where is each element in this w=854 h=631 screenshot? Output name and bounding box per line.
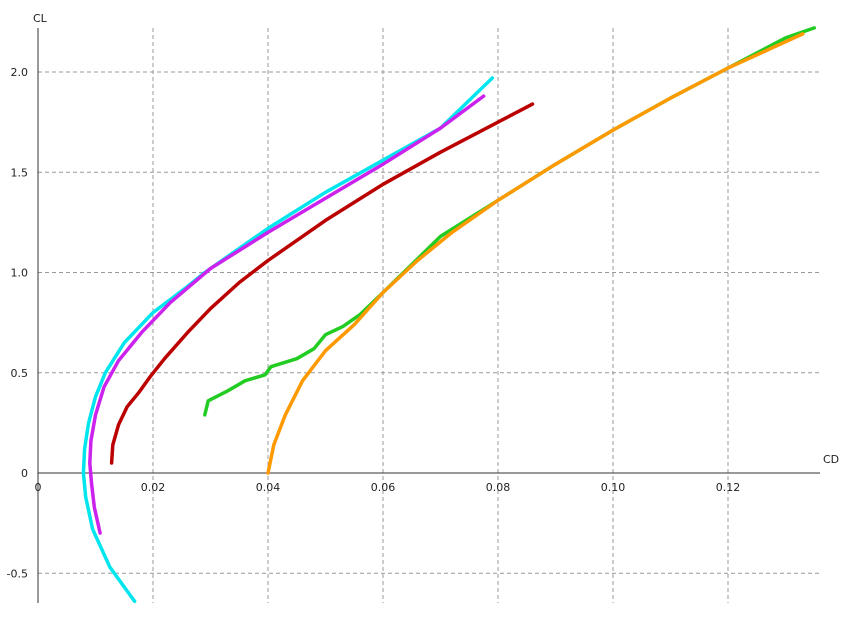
axes [37,28,820,603]
x-tick-label: 0 [35,481,42,494]
tick-labels: 0 0.02 0.04 0.06 0.08 0.10 0.12 -0.5 0 0.5 1.0 1.5 2… [7,66,741,580]
series-line-5 [266,32,805,475]
y-tick-label: -0.5 [7,567,28,580]
series-line-3 [109,102,535,465]
x-tick-label: 0.08 [486,481,511,494]
x-tick-label: 0.04 [256,481,281,494]
x-tick-label: 0.06 [371,481,396,494]
x-tick-label: 0.12 [716,481,741,494]
x-axis-label: CD [823,453,839,466]
y-axis-label: CL [33,12,48,25]
y-tick-label: 0.5 [11,367,29,380]
y-tick-label: 1.0 [11,267,29,280]
series-line-2 [88,94,486,535]
x-tick-label: 0.02 [141,481,166,494]
x-tick-label: 0.10 [601,481,626,494]
y-tick-label: 1.5 [11,166,29,179]
grid [38,28,820,603]
series-line-4 [203,26,817,417]
y-tick-label: 0 [21,467,28,480]
series-group [81,26,817,604]
series-line-1 [81,76,495,604]
y-tick-label: 2.0 [11,66,29,79]
